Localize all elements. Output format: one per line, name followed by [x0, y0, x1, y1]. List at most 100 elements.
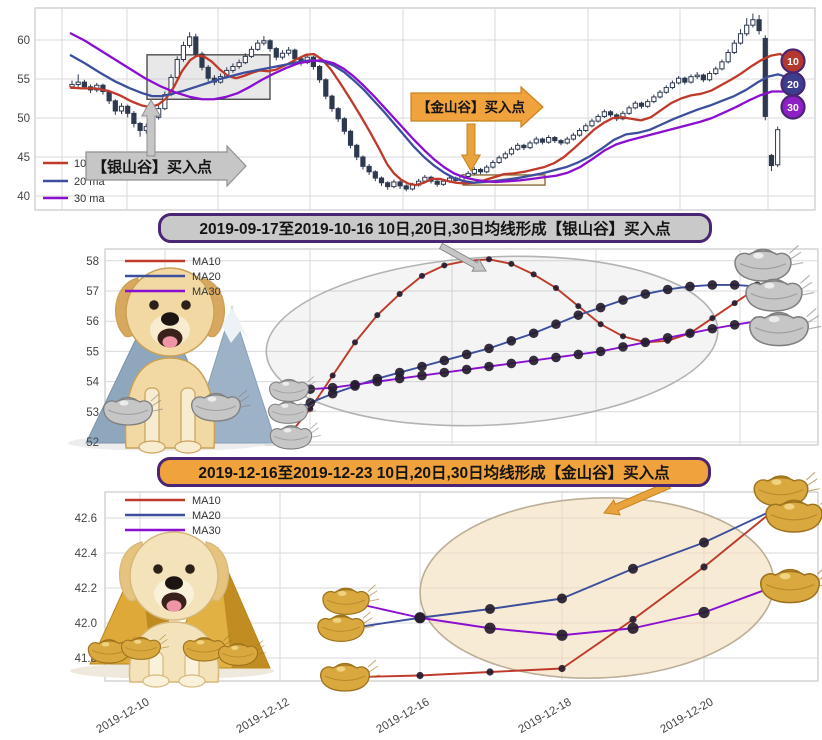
- ma-line-ma20: [69, 53, 789, 184]
- data-point-marker: [329, 372, 336, 379]
- ma-line-ma30: [287, 320, 758, 392]
- data-point-marker: [575, 303, 582, 310]
- data-point-marker: [640, 337, 651, 348]
- data-point-marker: [685, 281, 695, 292]
- y-axis-tick-label: 42.6: [75, 513, 97, 525]
- candle-body: [199, 53, 205, 68]
- data-point-marker: [484, 361, 494, 372]
- y-axis-tick-label: 55: [86, 346, 99, 358]
- data-point-marker: [729, 280, 740, 290]
- candle-body: [694, 74, 700, 78]
- gold-ingot-icon: [760, 568, 822, 604]
- dog-tongue: [166, 600, 182, 612]
- y-axis-tick-label: 56: [86, 316, 99, 328]
- dog-eye: [153, 564, 163, 574]
- ma-line-ma10: [69, 52, 791, 187]
- candle-body: [756, 19, 762, 32]
- data-point-marker: [662, 284, 673, 295]
- candle-body: [768, 154, 775, 167]
- dog-head: [129, 531, 219, 621]
- candle-body: [558, 140, 564, 144]
- y-axis-tick-label: 42.0: [75, 618, 97, 630]
- candle-body: [657, 91, 663, 98]
- candle-body: [682, 77, 688, 83]
- candle-body: [341, 118, 347, 132]
- y-axis-tick-label: 40: [17, 191, 30, 203]
- golden-valley-banner: [410, 85, 544, 129]
- candle-body: [273, 48, 279, 58]
- silver-ingot-icon: [268, 398, 317, 424]
- ma-badge-label: 10: [787, 56, 799, 68]
- candle-body: [465, 172, 471, 178]
- data-point-marker: [305, 397, 316, 408]
- candle-body: [236, 62, 242, 68]
- data-point-marker: [595, 302, 606, 313]
- data-point-marker: [461, 349, 472, 360]
- gold-ingot-icon: [87, 636, 139, 664]
- candle-body: [669, 82, 676, 89]
- data-point-marker: [461, 364, 472, 375]
- candle-body: [589, 120, 595, 127]
- gold-ingot-icon: [753, 471, 820, 508]
- snow-cap: [215, 307, 249, 343]
- y-axis-tick-label: 55: [17, 74, 30, 86]
- data-point-marker: [709, 315, 716, 322]
- candle-body: [508, 148, 515, 155]
- data-point-marker: [528, 355, 539, 366]
- candle-body: [700, 74, 706, 81]
- plot-frame: [34, 7, 816, 211]
- legend-label: MA20: [192, 510, 221, 522]
- candle-body: [502, 153, 508, 159]
- data-point-marker: [558, 664, 566, 673]
- data-point-marker: [618, 295, 628, 305]
- data-point-marker: [551, 319, 561, 330]
- candle-body: [719, 61, 725, 70]
- y-axis-tick-label: 42.4: [75, 548, 98, 560]
- candle-body: [552, 137, 558, 142]
- candle-body: [335, 108, 341, 120]
- data-point-marker: [557, 593, 567, 604]
- data-point-marker: [394, 373, 405, 384]
- ma-line-ma30: [69, 31, 795, 184]
- data-point-marker: [439, 355, 450, 366]
- candle-body: [354, 144, 360, 158]
- candle-body: [75, 81, 81, 85]
- x-axis-date-label: 2019-12-16: [375, 696, 432, 736]
- candle-body: [576, 129, 583, 136]
- plot-frame: [104, 248, 819, 446]
- data-point-marker: [699, 537, 709, 548]
- data-point-marker: [419, 272, 425, 279]
- series-layer: [69, 13, 795, 681]
- golden-valley-illustration: [70, 531, 274, 688]
- candle-body: [706, 73, 713, 81]
- valley-ellipse: [419, 497, 775, 679]
- candle-body: [118, 105, 125, 112]
- candle-body: [688, 76, 694, 83]
- candle-body: [601, 111, 607, 117]
- candle-body: [490, 161, 496, 168]
- data-point-marker: [618, 342, 628, 352]
- candle-body: [125, 105, 131, 114]
- candle-body: [676, 77, 682, 84]
- candle-body: [279, 52, 286, 58]
- candle-body: [564, 138, 570, 144]
- candle-body: [403, 185, 409, 190]
- data-point-marker: [573, 310, 584, 320]
- candle-body: [242, 55, 248, 64]
- candle-body: [484, 166, 490, 173]
- silver-ingot-icon: [745, 274, 815, 312]
- data-point-marker: [620, 333, 626, 340]
- x-axis-date-label: 2019-12-20: [659, 696, 716, 736]
- candle-body: [69, 83, 75, 88]
- data-point-marker: [629, 615, 637, 624]
- data-point-marker: [528, 328, 539, 339]
- y-axis-tick-label: 53: [86, 407, 99, 419]
- candle-body: [645, 101, 651, 107]
- data-point-marker: [396, 291, 403, 298]
- legend-label: 30 ma: [74, 193, 105, 205]
- data-point-marker: [530, 271, 537, 278]
- x-axis-date-label: 2019-12-18: [517, 696, 574, 736]
- data-point-marker: [698, 606, 710, 619]
- data-point-marker: [486, 668, 494, 676]
